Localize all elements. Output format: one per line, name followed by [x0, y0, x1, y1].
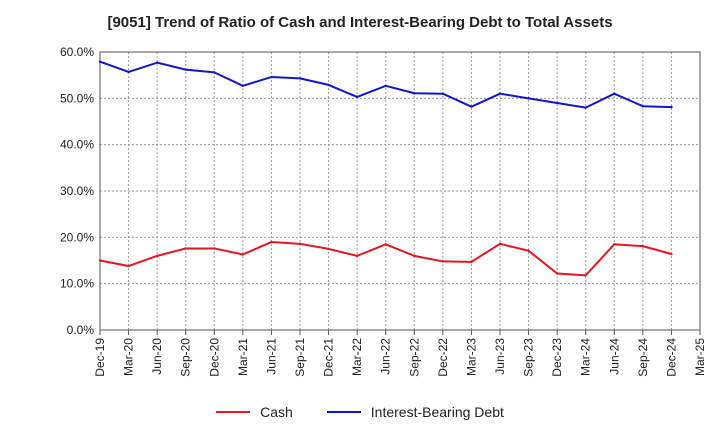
data-point-cash [155, 254, 159, 258]
x-tick-label: Jun-21 [264, 338, 278, 375]
data-point-interest-bearing-debt [670, 105, 673, 109]
x-tick-label: Sep-24 [636, 338, 650, 377]
plot-border [99, 51, 701, 331]
data-point-interest-bearing-debt [241, 84, 245, 88]
x-tick-label: Jun-22 [379, 338, 393, 375]
data-point-cash [584, 274, 587, 277]
tick-layer: 0.0% 10.0% 20.0% 30.0% 40.0% 50.0% 60.0% Dec-19… [60, 45, 707, 377]
x-tick-label: Sep-20 [179, 338, 193, 377]
x-tick-label: Mar-25 [693, 338, 707, 376]
data-point-interest-bearing-debt [641, 105, 645, 108]
data-point-cash [98, 259, 102, 262]
x-tick-label: Dec-19 [93, 338, 107, 377]
data-point-interest-bearing-debt [270, 75, 273, 79]
data-point-cash [613, 243, 616, 246]
x-tick-label: Dec-24 [664, 338, 678, 377]
data-point-cash [184, 247, 187, 250]
x-tick-label: Jun-24 [607, 338, 621, 375]
legend-label-cash: Cash [260, 404, 293, 420]
data-point-cash [641, 244, 645, 248]
data-point-cash [270, 240, 273, 244]
series-line-cash [99, 240, 672, 277]
x-tick-label: Mar-22 [350, 338, 364, 376]
data-point-interest-bearing-debt [613, 92, 616, 95]
data-point-interest-bearing-debt [327, 83, 330, 87]
data-point-interest-bearing-debt [498, 92, 502, 95]
legend-label-interest-bearing-debt: Interest-Bearing Debt [370, 404, 504, 420]
data-point-interest-bearing-debt [184, 68, 187, 71]
y-tick-label: 0.0% [67, 323, 95, 337]
x-tick-label: Mar-24 [579, 338, 593, 376]
data-point-interest-bearing-debt [127, 70, 130, 74]
legend: Cash Interest-Bearing Debt [0, 404, 720, 420]
data-point-interest-bearing-debt [441, 92, 445, 95]
data-point-cash [413, 254, 416, 258]
data-point-interest-bearing-debt [413, 92, 416, 95]
y-tick-label: 30.0% [60, 184, 94, 198]
data-point-interest-bearing-debt [355, 95, 359, 99]
legend-item-interest-bearing-debt: Interest-Bearing Debt [326, 404, 504, 420]
axis-layer [99, 51, 701, 335]
data-point-cash [213, 247, 216, 250]
data-point-cash [384, 243, 387, 246]
x-tick-label: Mar-23 [464, 338, 478, 376]
data-point-cash [498, 242, 502, 246]
y-tick-label: 20.0% [60, 230, 94, 244]
data-point-cash [327, 247, 330, 251]
data-point-cash [298, 242, 302, 246]
x-tick-label: Sep-22 [407, 338, 421, 377]
data-point-interest-bearing-debt [155, 61, 159, 64]
data-point-interest-bearing-debt [555, 101, 559, 105]
legend-item-cash: Cash [216, 404, 293, 420]
data-point-cash [127, 264, 130, 268]
data-point-interest-bearing-debt [213, 71, 216, 74]
x-tick-label: Jun-23 [493, 338, 507, 375]
data-point-cash [441, 260, 445, 263]
x-tick-label: Sep-21 [293, 338, 307, 377]
y-tick-label: 60.0% [60, 45, 94, 59]
y-tick-label: 50.0% [60, 91, 94, 105]
x-tick-label: Dec-20 [207, 338, 221, 377]
chart-title: [9051] Trend of Ratio of Cash and Intere… [107, 14, 613, 31]
data-point-cash [555, 272, 559, 275]
x-tick-label: Dec-22 [436, 338, 450, 377]
data-point-cash [355, 254, 359, 258]
legend-swatch-cash [216, 411, 251, 413]
grid-layer [100, 51, 700, 330]
legend-swatch-interest-bearing-debt [326, 411, 361, 413]
data-point-interest-bearing-debt [470, 105, 473, 108]
data-point-interest-bearing-debt [527, 97, 530, 100]
x-tick-label: Sep-23 [522, 338, 536, 377]
x-tick-label: Mar-20 [122, 338, 136, 376]
data-point-interest-bearing-debt [298, 77, 302, 80]
x-tick-label: Dec-21 [322, 338, 336, 377]
series-layer [98, 60, 673, 277]
y-tick-label: 10.0% [60, 277, 94, 291]
x-tick-label: Dec-23 [550, 338, 564, 377]
x-tick-label: Jun-20 [150, 338, 164, 375]
data-point-cash [470, 260, 473, 264]
y-tick-label: 40.0% [60, 138, 94, 152]
data-point-cash [527, 249, 530, 252]
data-point-cash [241, 253, 245, 256]
data-point-interest-bearing-debt [384, 84, 387, 88]
data-point-cash [670, 252, 673, 256]
data-point-interest-bearing-debt [98, 60, 102, 63]
x-tick-label: Mar-21 [236, 338, 250, 376]
data-point-interest-bearing-debt [584, 106, 587, 109]
